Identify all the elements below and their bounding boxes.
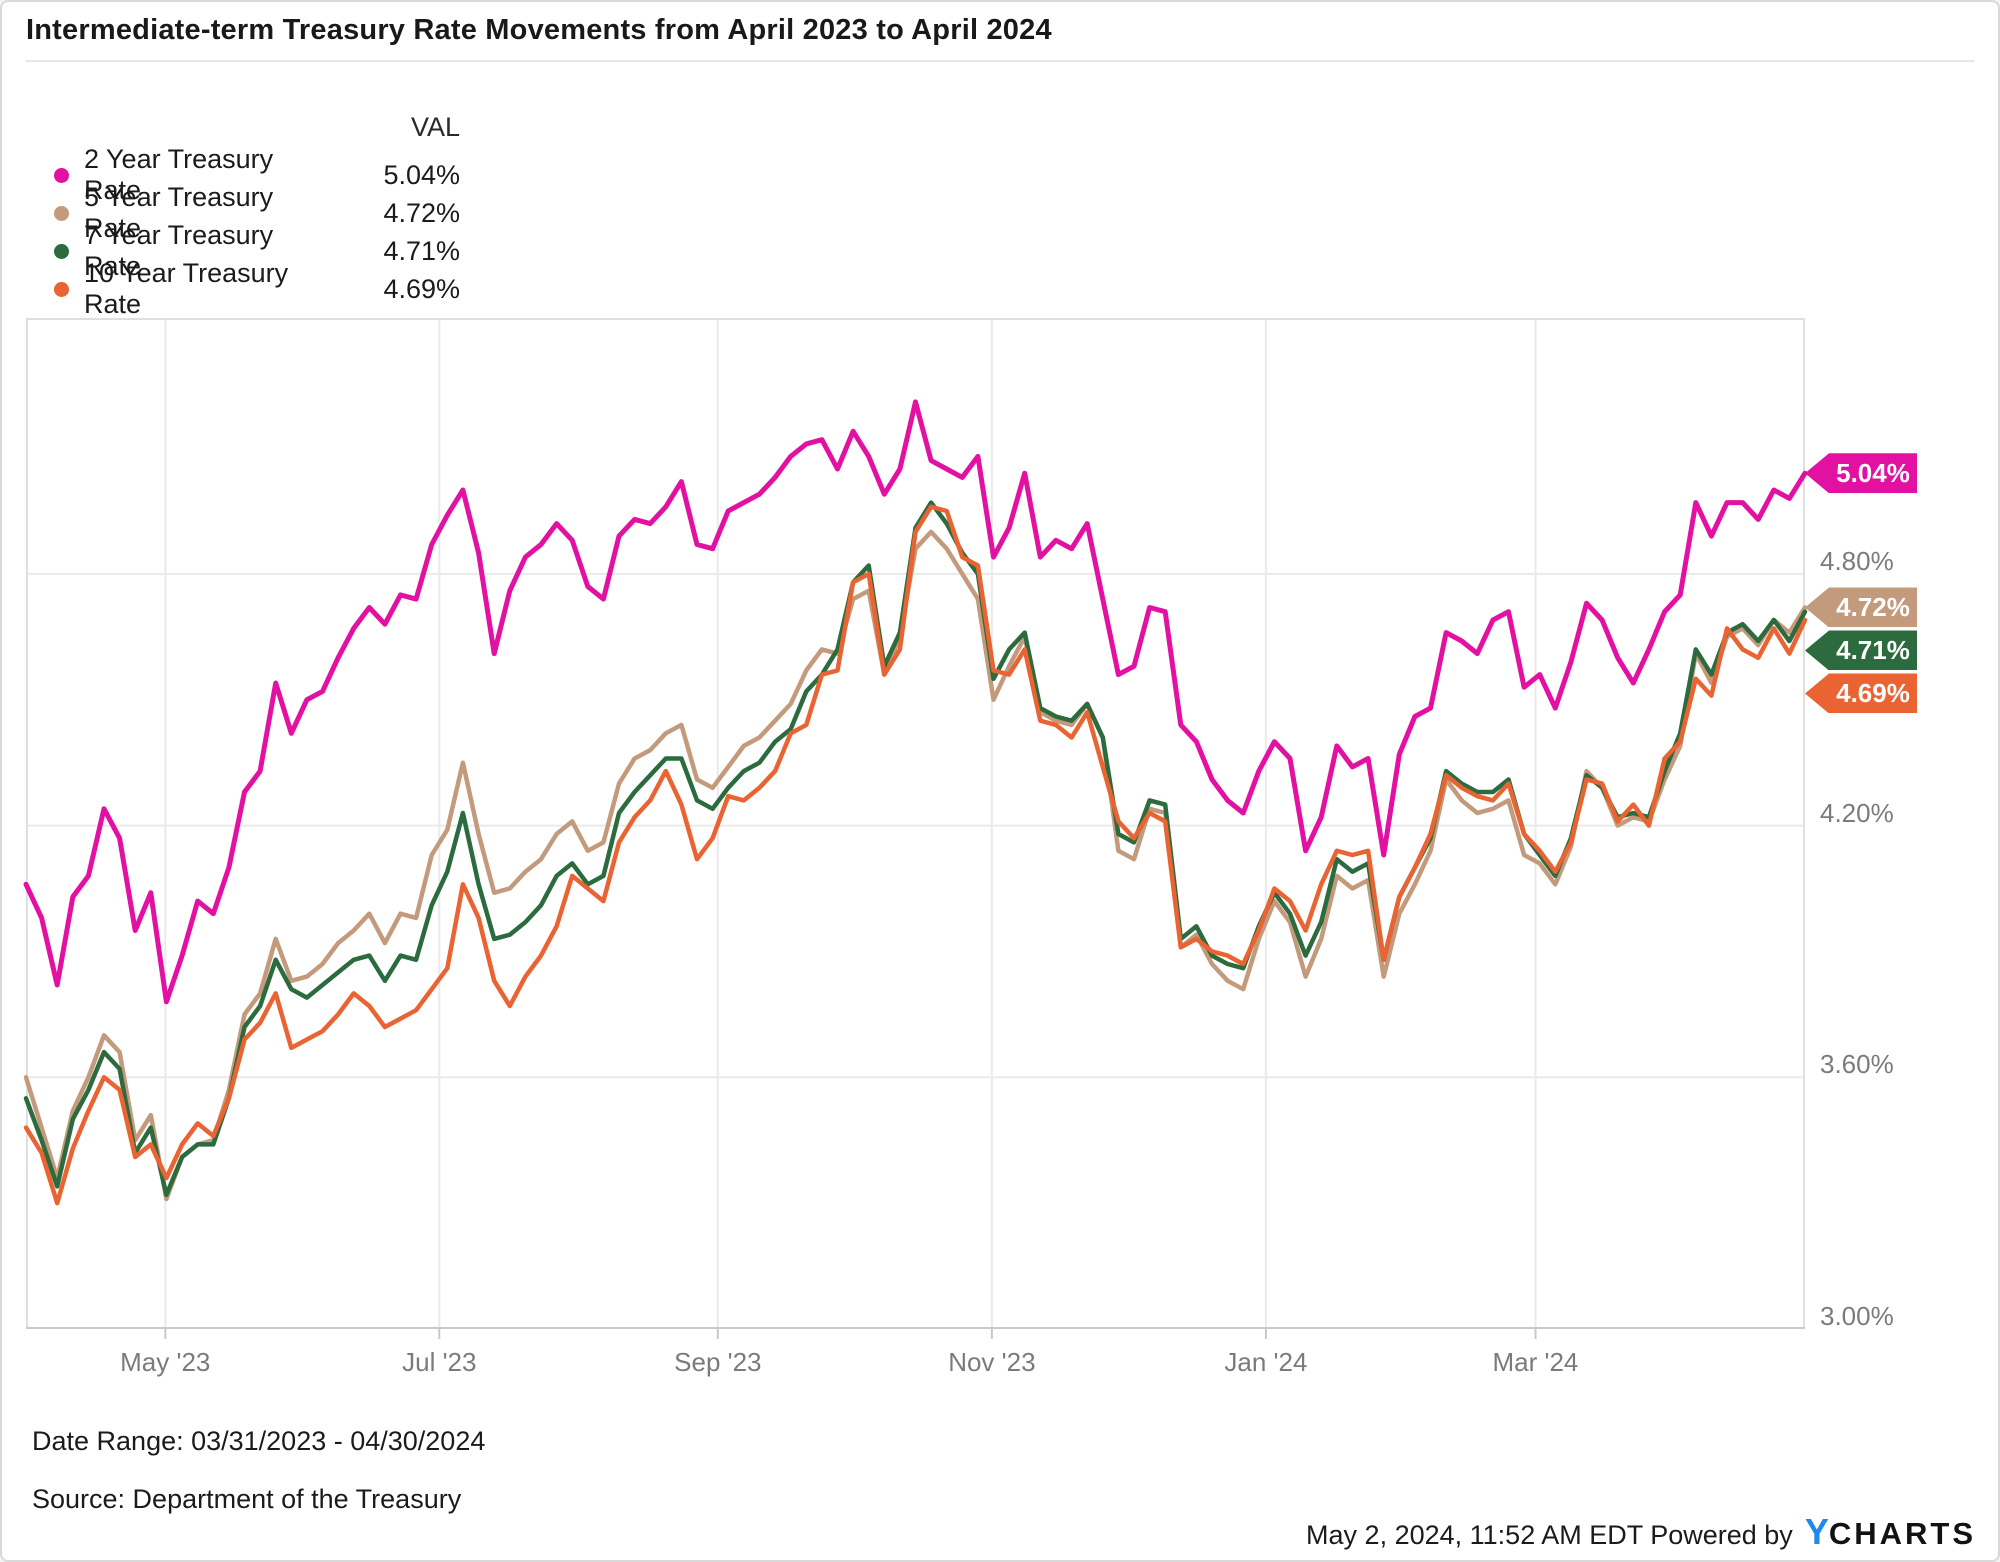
legend-item-label: 5 Year Treasury Rate [84,182,274,243]
legend-item-10yr[interactable]: 10 Year Treasury Rate 4.69% [54,258,460,319]
legend-item-value: 4.71% [383,235,460,266]
legend-item-value: 4.72% [383,197,460,228]
x-axis-label: Jul '23 [402,1347,477,1377]
series-dot-icon [54,243,69,259]
last-value-flag: 4.69% [1805,673,1917,714]
legend-value-header: VAL [410,111,460,142]
last-value-flag: 4.72% [1805,587,1917,628]
page-title: Intermediate-term Treasury Rate Movement… [26,14,1052,46]
plot-area [23,318,1808,1339]
legend-item-label: 10 Year Treasury Rate [84,258,289,319]
date-range-note: Date Range: 03/31/2023 - 04/30/2024 [32,1426,486,1456]
legend-header-row: VAL [54,110,460,144]
x-axis-label: May '23 [120,1347,211,1377]
x-axis-label: Sep '23 [674,1347,762,1377]
last-value-flag: 5.04% [1805,453,1917,494]
title-divider [26,60,1974,62]
y-axis-label: 4.20% [1820,797,1894,828]
legend-item-value: 4.69% [383,273,460,304]
series-dot-icon [54,205,69,221]
legend-item-5yr[interactable]: 5 Year Treasury Rate 4.72% [54,182,460,243]
y-axis-label: 4.80% [1820,545,1894,576]
source-note: Source: Department of the Treasury [32,1484,462,1514]
footer-attribution: May 2, 2024, 11:52 AM EDT Powered by Y C… [1306,1514,1976,1551]
series-dot-icon [54,167,69,183]
x-axis-label: Mar '24 [1492,1347,1579,1377]
timestamp: May 2, 2024, 11:52 AM EDT Powered by [1306,1520,1793,1550]
legend-item-label: 2 Year Treasury Rate [84,144,274,205]
series-line-5yr [23,529,1808,1202]
ycharts-logo: Y CHARTS [1804,1511,1976,1552]
legend-item-label: 7 Year Treasury Rate [84,220,274,281]
legend: VAL 2 Year Treasury Rate 5.04% 5 Year Trea… [54,110,460,319]
x-axis-label: Nov '23 [948,1347,1036,1377]
legend-item-2yr[interactable]: 2 Year Treasury Rate 5.04% [54,144,460,205]
y-axis-label: 3.00% [1820,1301,1894,1331]
series-dot-icon [54,281,69,297]
last-value-flag: 4.71% [1805,630,1917,671]
ycharts-logo-y-icon: Y [1804,1511,1829,1552]
x-axis-label: Jan '24 [1224,1347,1308,1377]
series-line-2yr [23,399,1808,1005]
legend-item-value: 5.04% [383,159,460,190]
legend-item-7yr[interactable]: 7 Year Treasury Rate 4.71% [54,220,460,281]
y-axis-label: 3.60% [1820,1049,1894,1080]
series-line-10yr [23,504,1808,1206]
